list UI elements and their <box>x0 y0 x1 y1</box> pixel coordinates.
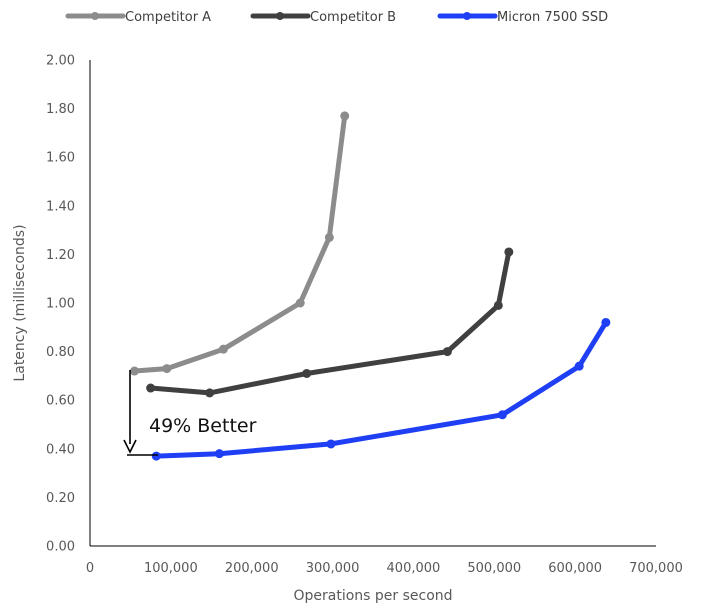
legend-swatch-marker <box>91 12 99 20</box>
data-point <box>601 317 611 327</box>
x-tick-label: 600,000 <box>548 561 602 576</box>
x-tick-label: 300,000 <box>306 561 360 576</box>
y-tick-label: 0.20 <box>46 491 75 506</box>
y-tick-label: 1.60 <box>46 151 75 166</box>
data-point <box>504 247 514 257</box>
annotation-label: 49% Better <box>149 415 257 437</box>
data-point <box>162 364 172 374</box>
y-tick-labels: 0.00 0.20 0.40 0.60 0.80 1.00 1.20 1.40 1.60 1.80… <box>46 54 75 555</box>
legend-item: Competitor B <box>250 10 396 25</box>
y-tick-label: 1.20 <box>46 248 75 263</box>
legend-swatch-marker <box>276 12 284 20</box>
x-axis-title: Operations per second <box>293 588 452 603</box>
data-point <box>146 383 156 393</box>
x-tick-label: 200,000 <box>225 561 279 576</box>
y-tick-label: 2.00 <box>46 54 75 69</box>
x-tick-label: 400,000 <box>387 561 441 576</box>
y-tick-label: 0.40 <box>46 442 75 457</box>
legend-label: Micron 7500 SSD <box>497 10 608 25</box>
x-tick-labels: 0 100,000 200,000 300,000 400,000 500,000 600,… <box>86 561 683 576</box>
chart-legend: Competitor A Competitor B Micron 7500 SSD <box>65 10 608 25</box>
chart-series <box>129 111 611 461</box>
y-tick-label: 0.60 <box>46 394 75 409</box>
data-point <box>205 388 215 398</box>
chart-axes <box>89 60 656 547</box>
x-tick-label: 0 <box>86 561 94 576</box>
x-tick-label: 500,000 <box>467 561 521 576</box>
y-tick-label: 0.00 <box>46 540 75 555</box>
data-point <box>295 298 305 308</box>
y-axis-title: Latency (milliseconds) <box>12 224 28 381</box>
data-point <box>442 347 452 357</box>
y-tick-label: 1.00 <box>46 297 75 312</box>
x-tick-label: 700,000 <box>629 561 683 576</box>
y-tick-label: 0.80 <box>46 345 75 360</box>
data-point <box>129 366 139 376</box>
legend-item: Competitor A <box>65 10 211 25</box>
data-point <box>340 111 350 121</box>
data-point <box>326 439 336 449</box>
legend-swatch-marker <box>463 12 471 20</box>
legend-item: Micron 7500 SSD <box>437 10 608 25</box>
legend-label: Competitor A <box>125 10 211 25</box>
data-point <box>218 344 228 354</box>
series-line-2 <box>153 319 609 459</box>
data-point <box>214 449 224 459</box>
data-point <box>497 410 507 420</box>
series-line-0 <box>132 113 348 374</box>
data-point <box>151 451 161 461</box>
data-point <box>324 232 334 242</box>
series-line-1 <box>148 249 512 396</box>
data-point <box>493 300 503 310</box>
legend-label: Competitor B <box>310 10 396 25</box>
annotation-arrow-head <box>123 439 137 454</box>
better-annotation: 49% Better <box>123 370 257 456</box>
y-tick-label: 1.40 <box>46 199 75 214</box>
data-point <box>574 361 584 371</box>
data-point <box>302 368 312 378</box>
x-tick-label: 100,000 <box>144 561 198 576</box>
y-tick-label: 1.80 <box>46 102 75 117</box>
